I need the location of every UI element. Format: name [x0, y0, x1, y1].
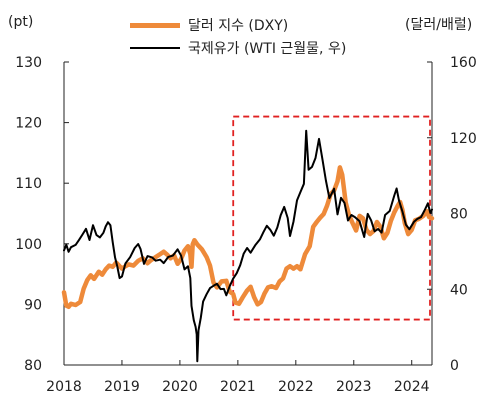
left-tick-label: 90 — [24, 297, 42, 313]
legend-swatch-dxy — [130, 22, 180, 28]
highlight-layer — [232, 115, 431, 321]
x-tick-label: 2024 — [394, 379, 430, 395]
legend-item-wti: 국제유가 (WTI 근월물, 우) — [130, 38, 346, 58]
right-axis-unit: (달러/배럴) — [405, 17, 473, 33]
series-layer — [61, 129, 435, 363]
x-tick-label: 2022 — [278, 379, 314, 395]
highlight-box — [232, 115, 431, 321]
x-tick-label: 2021 — [220, 379, 256, 395]
right-tick-label: 160 — [450, 55, 477, 71]
series-line-wti — [63, 129, 433, 363]
left-tick-label: 80 — [24, 358, 42, 374]
left-tick-label: 100 — [15, 237, 42, 253]
left-axis-unit: (pt) — [8, 14, 34, 30]
right-tick-label: 0 — [450, 358, 459, 374]
tick-layer: 80 90 100 110 120 130 0 40 80 120 160 2018 2019 2020 2… — [15, 55, 476, 395]
x-tick-label: 2019 — [104, 379, 140, 395]
right-tick-label: 120 — [450, 131, 477, 147]
x-tick-label: 2020 — [162, 379, 198, 395]
legend-label-dxy: 달러 지수 (DXY) — [188, 18, 289, 34]
x-tick-label: 2018 — [46, 379, 82, 395]
legend-label-wti: 국제유가 (WTI 근월물, 우) — [188, 41, 347, 57]
x-tick-label: 2023 — [336, 379, 372, 395]
legend-item-dxy: 달러 지수 (DXY) — [130, 15, 288, 35]
left-tick-label: 110 — [15, 176, 42, 192]
series-line-dxy — [61, 165, 435, 310]
left-tick-label: 120 — [15, 116, 42, 132]
left-tick-label: 130 — [15, 55, 42, 71]
right-tick-label: 40 — [450, 282, 468, 298]
right-tick-label: 80 — [450, 207, 468, 223]
legend-swatch-wti — [130, 47, 180, 49]
